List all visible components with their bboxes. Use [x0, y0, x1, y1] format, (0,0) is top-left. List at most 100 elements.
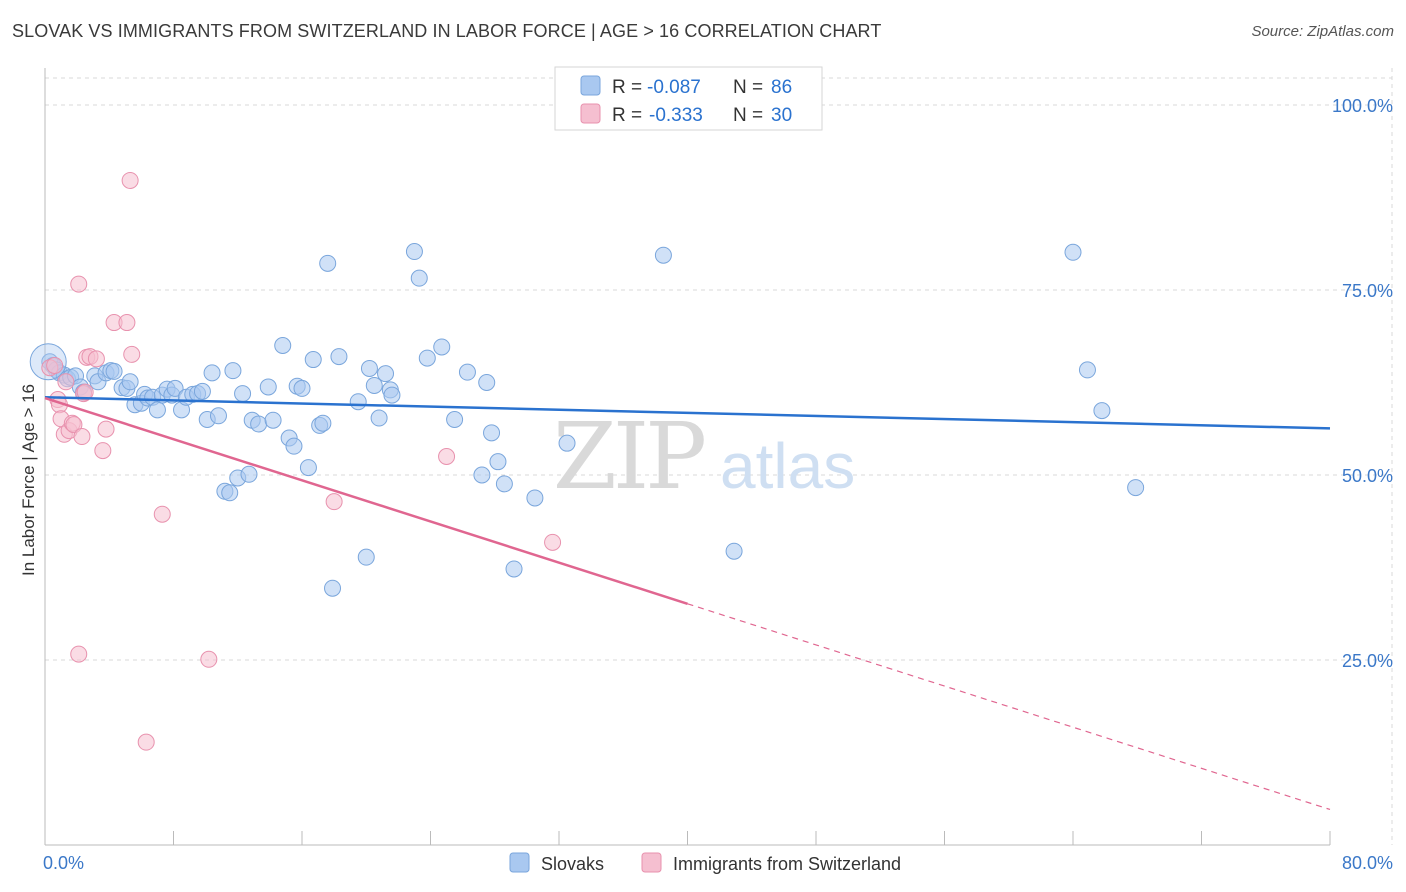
slovaks-point — [240, 465, 258, 483]
slovaks-trend-line — [44, 396, 1331, 430]
chart-title: SLOVAK VS IMMIGRANTS FROM SWITZERLAND IN… — [12, 21, 882, 41]
slovaks-point — [458, 363, 476, 381]
swiss-point — [73, 428, 91, 446]
legend-n-label-1: N = — [733, 77, 763, 98]
swiss-point — [94, 442, 112, 460]
swiss-trend-line — [44, 396, 688, 605]
swiss-point — [76, 383, 94, 401]
series-legend: Slovaks Immigrants from Switzerland — [509, 852, 901, 874]
swiss-point — [97, 420, 115, 438]
slovaks-point — [410, 269, 428, 287]
slovaks-point — [224, 362, 242, 380]
chart-source: Source: ZipAtlas.com — [1251, 23, 1394, 40]
legend-n-value-2: 30 — [771, 105, 792, 126]
stats-legend: R = -0.087 N = 86 R = -0.333 N = 30 — [554, 66, 823, 131]
legend-r-label-2: R = — [612, 105, 642, 126]
slovaks-point — [314, 414, 332, 432]
slovaks-point — [654, 246, 672, 264]
slovaks-point — [1078, 361, 1096, 379]
legend-r-value-1: -0.087 — [647, 77, 701, 98]
slovaks-point — [274, 337, 292, 354]
slovaks-point — [483, 424, 501, 442]
swiss-point — [118, 314, 136, 332]
x-tick-label: 80.0% — [1342, 853, 1393, 873]
slovaks-point — [259, 378, 277, 396]
slovaks-point — [725, 542, 743, 560]
bottom-swatch-slovaks — [509, 852, 530, 873]
slovaks-point — [433, 338, 451, 356]
slovaks-point — [319, 254, 337, 272]
tick-labels: 25.0% 50.0% 75.0% 100.0% 0.0% 80.0% — [43, 96, 1393, 873]
slovaks-point — [558, 434, 576, 452]
legend-r-value-2: -0.333 — [649, 105, 703, 126]
slovaks-point — [234, 385, 252, 403]
slovaks-point — [489, 453, 507, 471]
slovaks-point — [1093, 402, 1111, 420]
swiss-point — [65, 416, 83, 434]
slovaks-point — [349, 393, 367, 411]
slovaks-point — [377, 365, 395, 383]
slovaks-point — [148, 401, 166, 419]
watermark-zip: ZIP — [553, 403, 704, 510]
slovaks-point — [446, 411, 464, 428]
swiss-point — [438, 448, 456, 465]
swiss-point — [57, 373, 75, 391]
slovaks-point — [370, 409, 388, 427]
slovaks-point — [330, 348, 348, 366]
legend-n-value-1: 86 — [771, 77, 792, 98]
slovaks-point — [383, 386, 401, 404]
slovaks-point — [357, 548, 375, 566]
slovaks-point — [365, 376, 383, 394]
slovaks-point — [221, 484, 239, 502]
slovaks-point — [285, 437, 303, 455]
watermark-atlas: atlas — [720, 430, 855, 502]
y-tick-label: 50.0% — [1342, 466, 1393, 486]
slovaks-point — [293, 379, 311, 397]
bottom-legend-swiss: Immigrants from Switzerland — [673, 854, 901, 874]
swiss-point — [153, 505, 171, 523]
swiss-point — [70, 275, 88, 293]
swiss-point — [200, 650, 218, 668]
slovaks-point — [105, 362, 123, 380]
legend-swatch-swiss — [580, 103, 601, 124]
slovaks-point — [360, 359, 378, 377]
gridlines — [45, 68, 1393, 845]
slovaks-point — [1064, 243, 1082, 261]
legend-n-label-2: N = — [733, 105, 763, 126]
swiss-point — [544, 533, 562, 551]
slovaks-point — [505, 560, 523, 578]
slovaks-point — [473, 466, 491, 484]
slovaks-point — [250, 415, 268, 433]
slovaks-point — [1127, 479, 1145, 497]
swiss-point — [121, 171, 139, 189]
swiss-point — [70, 645, 88, 663]
watermark: ZIP atlas — [553, 403, 855, 510]
x-tick-label: 0.0% — [43, 853, 84, 873]
slovaks-point — [418, 349, 436, 367]
swiss-point — [325, 493, 343, 511]
slovaks-point — [304, 351, 322, 369]
slovaks-point — [478, 374, 496, 391]
bottom-swatch-swiss — [641, 852, 662, 873]
trend-lines — [44, 396, 1331, 811]
swiss-trend-line-extension — [687, 603, 1331, 811]
slovaks-point — [166, 379, 184, 397]
swiss-point — [123, 345, 141, 363]
legend-r-label-1: R = — [612, 77, 642, 98]
axes — [44, 68, 1331, 846]
slovaks-point — [299, 459, 317, 477]
slovaks-point — [121, 373, 139, 391]
slovaks-point — [495, 475, 513, 493]
slovaks-point — [203, 364, 221, 382]
slovaks-point — [405, 243, 423, 261]
y-tick-label: 25.0% — [1342, 651, 1393, 671]
slovaks-point — [209, 407, 227, 425]
bottom-legend-slovaks: Slovaks — [541, 854, 604, 874]
swiss-point — [46, 356, 64, 374]
swiss-point — [137, 733, 155, 751]
y-tick-label: 75.0% — [1342, 281, 1393, 301]
legend-swatch-slovaks — [580, 75, 601, 96]
swiss-points — [41, 171, 562, 751]
slovaks-point — [193, 382, 211, 400]
